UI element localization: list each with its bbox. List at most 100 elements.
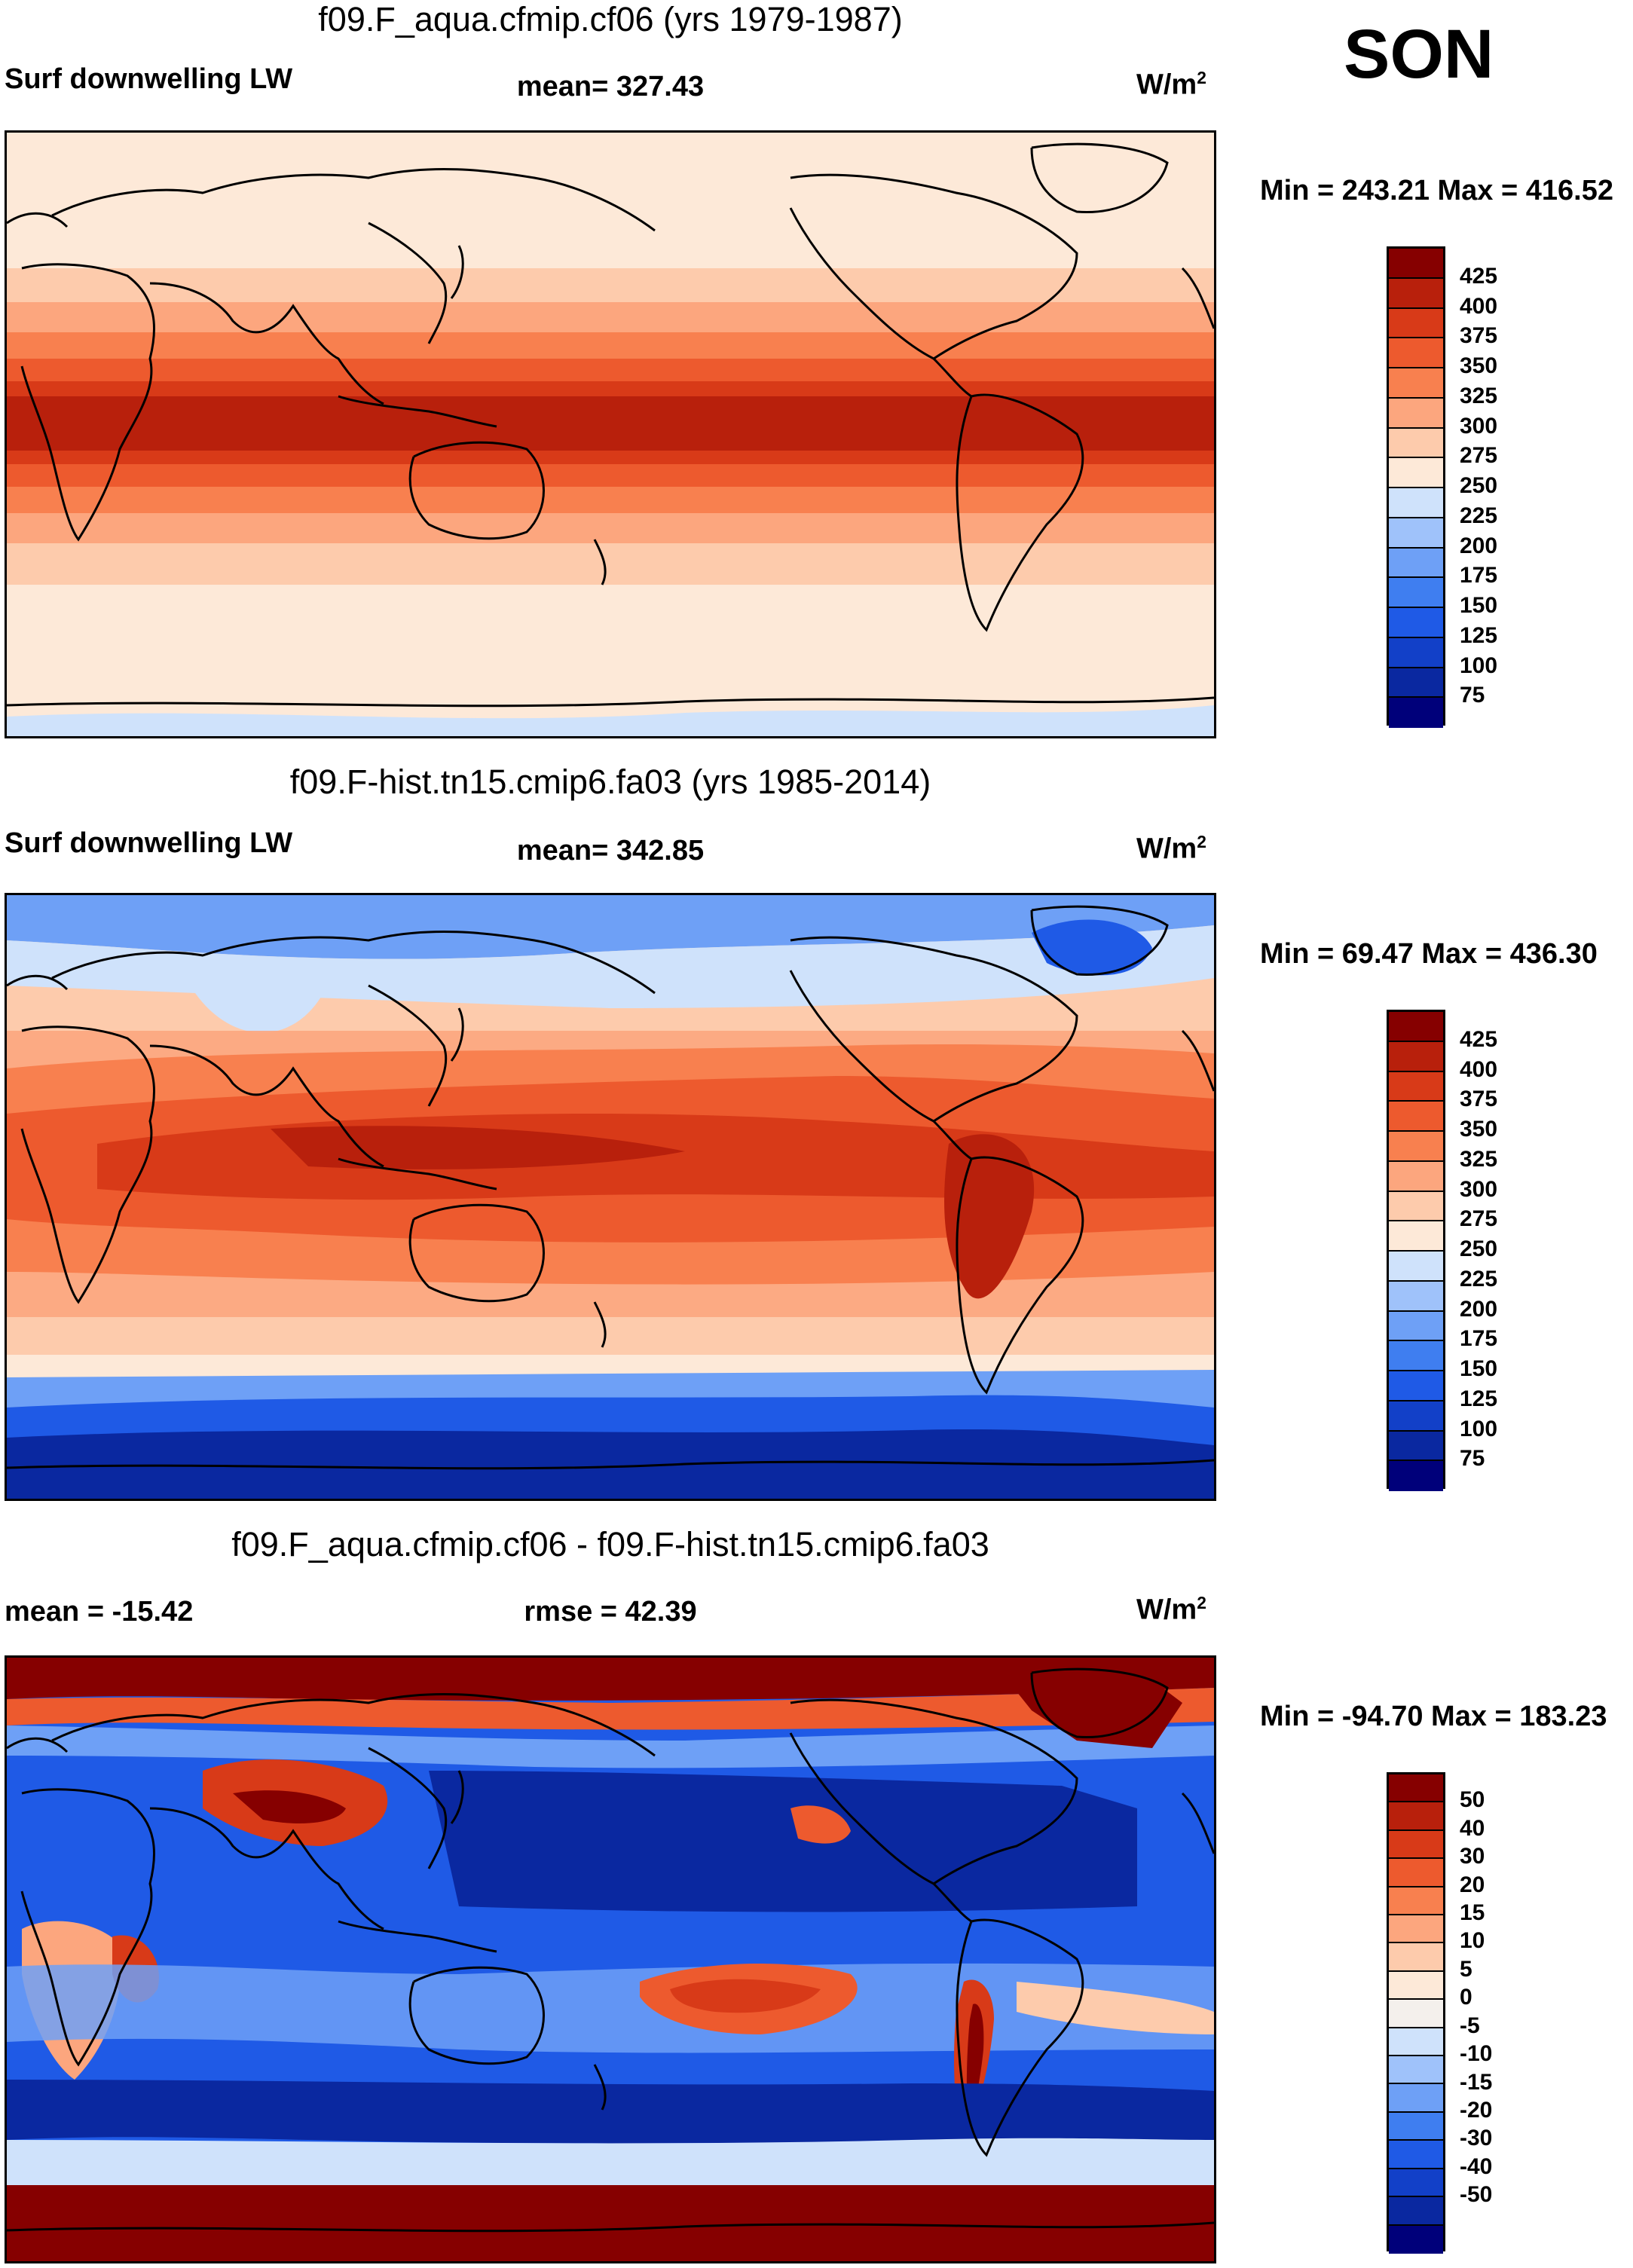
panel-1-title: f09.F_aqua.cfmip.cf06 (yrs 1979-1987) bbox=[318, 0, 903, 38]
colorbar-segment bbox=[1389, 1859, 1443, 1887]
coastline bbox=[7, 974, 69, 991]
colorbar-segment bbox=[1389, 1802, 1443, 1831]
colorbar-tick-label: 125 bbox=[1460, 622, 1498, 648]
coastline bbox=[20, 263, 156, 542]
colorbar-segment bbox=[1389, 1012, 1443, 1042]
coastline bbox=[1181, 1792, 1214, 1854]
panel-2-colorbar bbox=[1387, 1010, 1445, 1491]
panel-3-title: f09.F_aqua.cfmip.cf06 - f09.F-hist.tn15.… bbox=[231, 1525, 989, 1563]
colorbar-tick-label: 400 bbox=[1460, 1056, 1498, 1082]
coastline bbox=[1030, 142, 1169, 214]
colorbar-segment bbox=[1389, 368, 1443, 399]
colorbar-tick-label: 175 bbox=[1460, 1326, 1498, 1352]
colorbar-segment bbox=[1389, 668, 1443, 698]
colorbar-segment bbox=[1389, 1401, 1443, 1432]
colorbar-tick-label: 375 bbox=[1460, 1087, 1498, 1112]
panel-2-mean-label: mean= 342.85 bbox=[516, 835, 705, 867]
colorbar-tick-label: 275 bbox=[1460, 1206, 1498, 1232]
coastline bbox=[7, 2221, 1214, 2233]
colorbar-segment bbox=[1389, 2169, 1443, 2198]
colorbar-segment bbox=[1389, 2112, 1443, 2141]
panel-2-colorbar-labels: 425 400 375 350 325 300 275 250 225 200 175 150 125 1… bbox=[1460, 1010, 1550, 1489]
colorbar-tick-label: 225 bbox=[1460, 1266, 1498, 1291]
colorbar-tick-label: 5 bbox=[1460, 1956, 1472, 1982]
coastline bbox=[51, 930, 656, 995]
colorbar-segment bbox=[1389, 398, 1443, 429]
panel-1-variable-label: Surf downwelling LW bbox=[5, 63, 293, 95]
coastline bbox=[789, 173, 1078, 360]
colorbar-segment bbox=[1389, 1943, 1443, 1972]
colorbar-segment bbox=[1389, 2028, 1443, 2057]
colorbar-segment bbox=[1389, 1311, 1443, 1342]
colorbar-tick-label: 400 bbox=[1460, 293, 1498, 319]
panel-2-minmax: Min = 69.47 Max = 436.30 bbox=[1260, 938, 1598, 970]
colorbar-segment bbox=[1389, 278, 1443, 309]
coastline bbox=[7, 1737, 69, 1753]
panel-3-map bbox=[5, 1655, 1216, 2263]
colorbar-tick-label: 250 bbox=[1460, 1236, 1498, 1261]
colorbar-tick-label: 350 bbox=[1460, 353, 1498, 378]
coastline bbox=[408, 1966, 545, 2065]
colorbar-tick-label: 300 bbox=[1460, 413, 1498, 439]
colorbar-tick-label: -15 bbox=[1460, 2069, 1493, 2095]
panel-2-units: W/m2 bbox=[1136, 832, 1206, 865]
coastline bbox=[932, 1882, 972, 1923]
colorbar-tick-label: 225 bbox=[1460, 503, 1498, 528]
colorbar-tick-label: 100 bbox=[1460, 1416, 1498, 1441]
coastline bbox=[956, 393, 1084, 632]
colorbar-segment bbox=[1389, 1041, 1443, 1072]
colorbar-tick-label: -30 bbox=[1460, 2126, 1493, 2151]
coastline bbox=[450, 245, 464, 299]
colorbar-segment bbox=[1389, 1221, 1443, 1252]
coastline bbox=[149, 282, 384, 405]
coastline bbox=[956, 1918, 1084, 2157]
colorbar-tick-label: 100 bbox=[1460, 653, 1498, 678]
panel-3-units: W/m2 bbox=[1136, 1593, 1206, 1626]
colorbar-segment bbox=[1389, 1431, 1443, 1462]
colorbar-tick-label: 20 bbox=[1460, 1872, 1485, 1897]
colorbar-segment bbox=[1389, 2197, 1443, 2226]
colorbar-tick-label: 375 bbox=[1460, 323, 1498, 349]
colorbar-segment bbox=[1389, 308, 1443, 339]
colorbar-segment bbox=[1389, 1971, 1443, 2001]
coastline bbox=[593, 539, 607, 585]
colorbar-segment bbox=[1389, 1191, 1443, 1222]
panel-1-colorbar-labels: 425 400 375 350 325 300 275 250 225 200 175 150 125 1… bbox=[1460, 246, 1550, 726]
colorbar-segment bbox=[1389, 2000, 1443, 2028]
coastline bbox=[932, 357, 972, 398]
coastline bbox=[450, 1007, 464, 1062]
colorbar-tick-label: 350 bbox=[1460, 1117, 1498, 1142]
colorbar-tick-label: 425 bbox=[1460, 1026, 1498, 1052]
colorbar-tick-label: 175 bbox=[1460, 563, 1498, 588]
colorbar-segment bbox=[1389, 458, 1443, 488]
season-label: SON bbox=[1344, 16, 1494, 93]
colorbar-segment bbox=[1389, 637, 1443, 668]
colorbar-segment bbox=[1389, 249, 1443, 279]
panel-1-minmax: Min = 243.21 Max = 416.52 bbox=[1260, 175, 1613, 206]
coastline bbox=[149, 1807, 384, 1930]
coastline bbox=[368, 222, 448, 344]
colorbar-segment bbox=[1389, 1102, 1443, 1132]
coastline bbox=[956, 1156, 1084, 1395]
coastline bbox=[789, 1698, 1078, 1885]
panel-1-mean-label: mean= 327.43 bbox=[516, 71, 705, 102]
coastline bbox=[1181, 267, 1214, 329]
coastline bbox=[450, 1770, 464, 1824]
colorbar-tick-label: 200 bbox=[1460, 1296, 1498, 1322]
colorbar-segment bbox=[1389, 1252, 1443, 1282]
coastline bbox=[1030, 905, 1169, 977]
coastline bbox=[7, 1459, 1214, 1470]
colorbar-tick-label: -40 bbox=[1460, 2153, 1493, 2179]
colorbar-segment bbox=[1389, 1461, 1443, 1491]
colorbar-tick-label: 40 bbox=[1460, 1815, 1485, 1841]
panel-3-minmax: Min = -94.70 Max = 183.23 bbox=[1260, 1701, 1607, 1732]
colorbar-tick-label: 325 bbox=[1460, 383, 1498, 408]
colorbar-tick-label: 75 bbox=[1460, 1446, 1485, 1472]
coastline bbox=[408, 1203, 545, 1303]
panel-3-colorbar bbox=[1387, 1772, 1445, 2254]
coastline bbox=[338, 1920, 497, 1953]
coastline bbox=[338, 1157, 497, 1191]
panel-1-map bbox=[5, 130, 1216, 738]
colorbar-segment bbox=[1389, 1071, 1443, 1102]
colorbar-segment bbox=[1389, 2225, 1443, 2254]
